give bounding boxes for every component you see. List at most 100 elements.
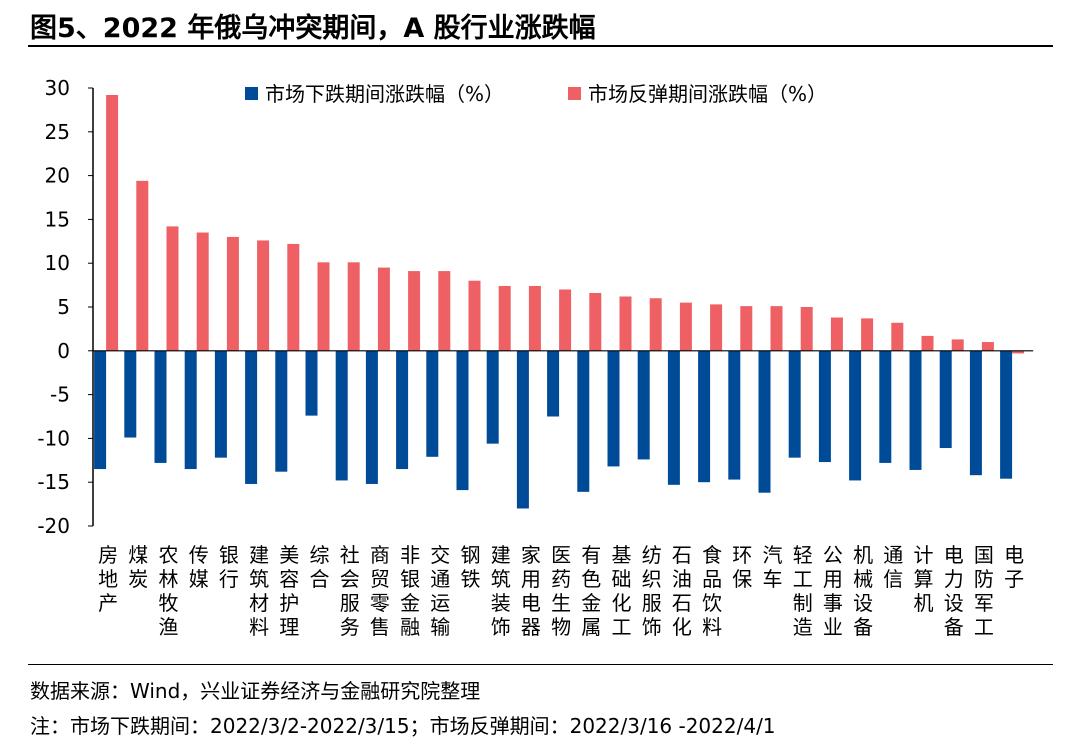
category-label: 综 bbox=[310, 543, 330, 567]
category-label: 材 bbox=[249, 591, 269, 615]
bar-chart: 302520151050-5-10-15-20房地产煤炭农林牧渔传媒银行建筑材料… bbox=[37, 76, 1034, 639]
category-label: 生 bbox=[551, 591, 571, 615]
category-label: 银 bbox=[400, 567, 420, 591]
figure-title: 图5、2022 年俄乌冲突期间，A 股行业涨跌幅 bbox=[30, 13, 596, 44]
category-label: 非 bbox=[400, 543, 420, 567]
category-label: 械 bbox=[853, 567, 873, 591]
rebound-bar bbox=[257, 240, 270, 351]
rebound-bar bbox=[136, 180, 149, 351]
rebound-bar bbox=[891, 322, 904, 351]
category-label: 轻 bbox=[793, 543, 813, 567]
category-label: 保 bbox=[732, 567, 752, 591]
decline-bar bbox=[577, 350, 590, 492]
rebound-bar bbox=[589, 292, 602, 351]
y-tick-label: -10 bbox=[37, 426, 70, 450]
category-label: 药 bbox=[551, 567, 571, 591]
category-label: 公 bbox=[823, 543, 843, 567]
category-label: 料 bbox=[702, 615, 722, 639]
category-label: 金 bbox=[400, 591, 420, 615]
category-label: 电 bbox=[944, 543, 964, 567]
category-label: 机 bbox=[853, 543, 873, 567]
category-label: 油 bbox=[672, 567, 692, 591]
decline-bar bbox=[698, 350, 711, 483]
category-label: 服 bbox=[340, 591, 360, 615]
decline-bar bbox=[667, 350, 680, 485]
category-label: 牧 bbox=[159, 591, 179, 615]
category-label: 饮 bbox=[702, 591, 722, 615]
category-label: 防 bbox=[974, 567, 994, 591]
category-label: 子 bbox=[1004, 567, 1024, 591]
rebound-bar bbox=[287, 243, 300, 351]
rebound-bar bbox=[951, 339, 964, 351]
legend-swatch bbox=[245, 87, 258, 100]
category-label: 业 bbox=[823, 615, 843, 639]
category-label: 算 bbox=[914, 567, 934, 591]
rebound-bar bbox=[226, 236, 239, 351]
y-tick-label: 20 bbox=[45, 164, 70, 188]
category-label: 电 bbox=[521, 591, 541, 615]
rebound-bar bbox=[649, 298, 662, 351]
category-label: 银 bbox=[219, 543, 239, 567]
category-label: 媒 bbox=[189, 567, 209, 591]
category-label: 事 bbox=[823, 591, 843, 615]
rebound-bar bbox=[921, 335, 934, 351]
rebound-bar bbox=[347, 262, 360, 351]
category-label: 钢 bbox=[461, 543, 481, 567]
source-text: 数据来源：Wind，兴业证券经济与金融研究院整理 bbox=[30, 679, 481, 703]
category-label: 融 bbox=[400, 615, 420, 639]
category-label: 装 bbox=[491, 591, 511, 615]
category-label: 社 bbox=[340, 543, 360, 567]
decline-bar bbox=[184, 350, 197, 470]
rebound-bar bbox=[408, 271, 421, 351]
category-label: 物 bbox=[551, 615, 571, 639]
category-label: 商 bbox=[370, 543, 390, 567]
legend-label: 市场下跌期间涨跌幅（%） bbox=[265, 82, 504, 106]
category-label: 饰 bbox=[642, 615, 662, 639]
category-label: 力 bbox=[944, 567, 964, 591]
rebound-bar bbox=[1012, 350, 1025, 354]
y-tick-label: -20 bbox=[37, 514, 70, 538]
category-label: 础 bbox=[612, 567, 632, 591]
category-label: 务 bbox=[340, 615, 360, 639]
decline-bar bbox=[939, 350, 952, 449]
category-label: 交 bbox=[430, 543, 450, 567]
category-label: 品 bbox=[702, 567, 722, 591]
category-label: 理 bbox=[279, 615, 299, 639]
decline-bar bbox=[396, 350, 409, 470]
category-label: 制 bbox=[793, 591, 813, 615]
category-label: 容 bbox=[279, 567, 299, 591]
rebound-bar bbox=[317, 262, 330, 351]
category-label: 运 bbox=[430, 591, 450, 615]
category-label: 贸 bbox=[370, 567, 390, 591]
category-label: 铁 bbox=[461, 567, 481, 591]
decline-bar bbox=[94, 350, 107, 470]
category-label: 饰 bbox=[491, 615, 511, 639]
decline-bar bbox=[788, 350, 801, 458]
decline-bar bbox=[305, 350, 318, 416]
y-tick-label: 25 bbox=[45, 120, 70, 144]
decline-bar bbox=[758, 350, 771, 493]
category-label: 设 bbox=[944, 591, 964, 615]
category-label: 农 bbox=[159, 543, 179, 567]
decline-bar bbox=[547, 350, 560, 417]
category-label: 服 bbox=[642, 591, 662, 615]
category-label: 料 bbox=[249, 615, 269, 639]
decline-bar bbox=[335, 350, 348, 481]
category-label: 建 bbox=[491, 543, 511, 567]
rebound-bar bbox=[830, 317, 843, 351]
category-label: 器 bbox=[521, 615, 541, 639]
decline-bar bbox=[245, 350, 258, 484]
decline-bar bbox=[879, 350, 892, 463]
rebound-bar bbox=[377, 267, 390, 351]
category-label: 产 bbox=[98, 591, 118, 615]
category-label: 通 bbox=[430, 567, 450, 591]
rebound-bar bbox=[800, 307, 813, 351]
decline-bar bbox=[728, 350, 741, 480]
decline-bar bbox=[607, 350, 620, 467]
category-label: 纺 bbox=[642, 543, 662, 567]
y-tick-label: 10 bbox=[45, 251, 70, 275]
decline-bar bbox=[637, 350, 650, 460]
category-label: 护 bbox=[279, 591, 299, 615]
rebound-bar bbox=[981, 342, 994, 351]
